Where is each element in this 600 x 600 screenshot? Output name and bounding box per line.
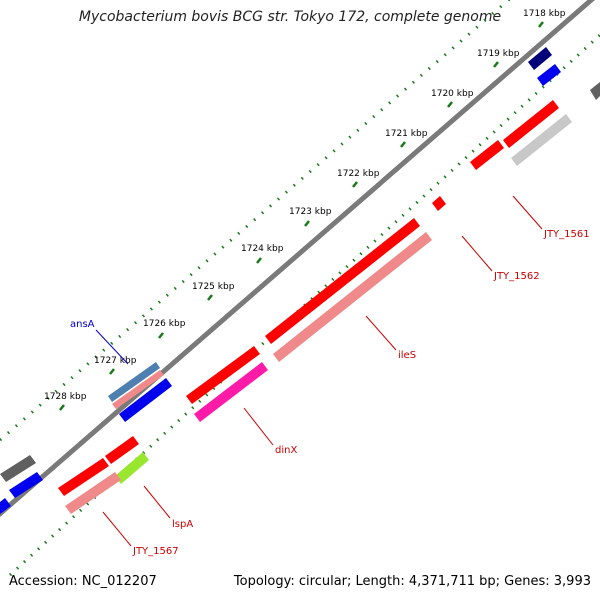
gene-label-iles: ileS <box>398 350 416 361</box>
gene-label-dinx: dinX <box>275 445 297 456</box>
gene-label-jty-1561: JTY_1561 <box>543 229 590 240</box>
gene-label-ansa: ansA <box>70 319 95 330</box>
gene-block <box>511 114 572 166</box>
gene-block <box>58 458 109 496</box>
gene-label-jty-1567: JTY_1567 <box>132 546 179 557</box>
gene-block <box>265 218 420 344</box>
gene-labels: JTY_1561 JTY_1562 ileS dinX lspA JTY_156… <box>70 229 590 557</box>
gene-block <box>0 455 36 482</box>
gene-block <box>432 196 446 211</box>
tick-label: 1718 kbp <box>523 9 566 19</box>
genome-backbone <box>0 0 596 517</box>
tick-label: 1726 kbp <box>143 319 186 329</box>
gene-block <box>590 82 600 100</box>
tick-labels: 1718 kbp 1719 kbp 1720 kbp 1721 kbp 1722… <box>44 9 566 402</box>
tick-label: 1722 kbp <box>337 169 380 179</box>
tick-label: 1719 kbp <box>477 49 520 59</box>
gene-block <box>9 472 43 498</box>
gene-block <box>528 47 552 70</box>
tick-label: 1728 kbp <box>44 392 87 402</box>
gene-block <box>119 378 172 422</box>
gene-block <box>105 436 139 464</box>
tick-label: 1721 kbp <box>385 129 428 139</box>
gene-block <box>273 232 432 362</box>
tick-label: 1720 kbp <box>431 89 474 99</box>
gene-block <box>112 370 164 409</box>
accession-text: Accession: NC_012207 <box>9 574 157 589</box>
tick-label: 1725 kbp <box>192 282 235 292</box>
genome-summary-text: Topology: circular; Length: 4,371,711 bp… <box>233 574 591 589</box>
gene-label-leaders <box>95 195 543 547</box>
tick-label: 1727 kbp <box>94 356 137 366</box>
gene-block <box>537 64 561 86</box>
major-tick-marks <box>59 21 544 411</box>
tick-label: 1724 kbp <box>241 244 284 254</box>
tick-label: 1723 kbp <box>289 207 332 217</box>
gene-block <box>503 100 559 148</box>
gene-block <box>65 472 121 514</box>
gene-label-jty-1562: JTY_1562 <box>493 271 540 282</box>
gene-block <box>470 140 504 170</box>
gene-block <box>194 362 268 422</box>
map-title: Mycobacterium bovis BCG str. Tokyo 172, … <box>78 9 502 25</box>
gene-block <box>115 452 149 484</box>
gene-label-lspa: lspA <box>172 519 193 530</box>
gene-block <box>186 346 260 404</box>
gene-features <box>0 47 600 514</box>
gene-block <box>0 498 11 514</box>
gene-block <box>108 362 160 402</box>
